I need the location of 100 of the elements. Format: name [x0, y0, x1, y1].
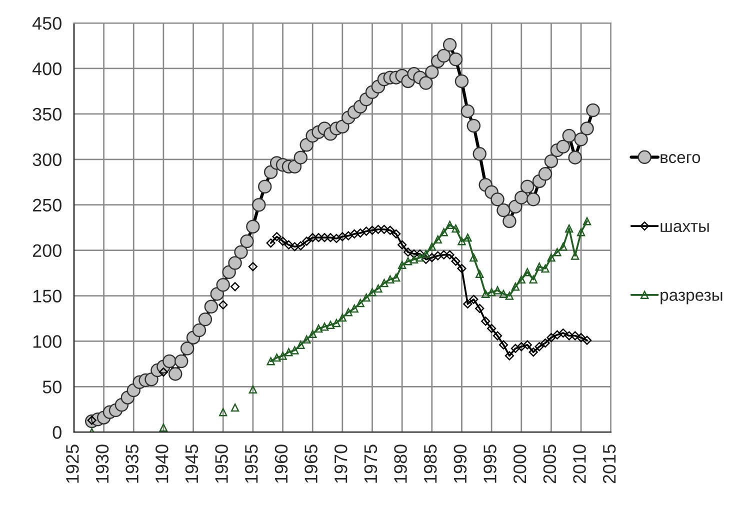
point — [302, 335, 311, 344]
point — [470, 253, 478, 262]
point — [446, 220, 454, 229]
x-tick-label: 1970 — [334, 444, 348, 483]
point — [427, 253, 436, 262]
point — [452, 224, 460, 233]
point — [356, 228, 365, 238]
point — [404, 257, 412, 266]
point — [559, 242, 568, 251]
point — [374, 224, 383, 234]
point — [523, 268, 532, 276]
point — [290, 242, 300, 252]
point — [386, 275, 394, 284]
x-tick-label: 1930 — [96, 444, 109, 483]
y-tick-label: 250 — [32, 198, 62, 212]
legend-label: разрезы — [660, 292, 722, 304]
point — [368, 226, 377, 235]
point — [457, 264, 466, 274]
point — [248, 262, 258, 272]
x-tick-label: 1995 — [484, 444, 496, 483]
point — [558, 328, 568, 338]
x-tick-label: 1965 — [304, 444, 318, 483]
point — [434, 235, 442, 244]
point — [362, 226, 371, 236]
y-tick-label: 100 — [33, 335, 62, 348]
point — [576, 228, 586, 236]
y-tick-label: 400 — [32, 62, 62, 76]
point — [570, 331, 580, 340]
point — [332, 318, 341, 328]
point — [535, 262, 544, 271]
point — [428, 242, 436, 251]
y-tick-label: 200 — [32, 244, 62, 258]
legend-label: шахты — [660, 222, 709, 232]
point — [362, 293, 370, 302]
point — [409, 249, 419, 258]
x-tick-label: 2015 — [602, 444, 616, 484]
point — [296, 340, 305, 349]
point — [492, 331, 502, 340]
point — [445, 250, 454, 260]
point — [564, 331, 574, 340]
point — [302, 236, 312, 246]
point — [380, 224, 389, 234]
point — [517, 275, 526, 284]
point — [522, 340, 532, 350]
point — [278, 352, 287, 360]
point — [422, 250, 430, 258]
point — [368, 288, 376, 296]
y-tick-label: 350 — [32, 108, 62, 121]
x-tick-label: 1990 — [454, 444, 467, 483]
x-tick-label: 1960 — [274, 444, 288, 483]
point — [565, 224, 574, 233]
point — [158, 368, 168, 377]
point — [576, 333, 586, 342]
point — [278, 236, 288, 246]
point — [326, 320, 335, 329]
point — [344, 231, 353, 240]
x-tick-label: 1945 — [185, 444, 198, 483]
y-tick-label: 0 — [52, 426, 62, 439]
point — [463, 299, 472, 308]
point — [440, 228, 448, 236]
point — [320, 233, 330, 242]
point — [553, 248, 562, 256]
point — [284, 240, 294, 250]
point — [159, 423, 168, 432]
point — [547, 253, 556, 262]
point — [499, 290, 508, 298]
point — [433, 251, 442, 260]
point — [403, 248, 413, 257]
point — [511, 282, 520, 291]
x-tick-label: 2000 — [513, 444, 526, 484]
point — [552, 330, 562, 340]
point — [516, 342, 526, 352]
point — [320, 322, 329, 331]
point — [528, 348, 538, 357]
point — [219, 408, 228, 416]
x-tick-label: 1940 — [156, 444, 168, 483]
point — [493, 286, 502, 294]
point — [487, 288, 496, 296]
point — [230, 282, 240, 292]
point — [510, 344, 520, 354]
point — [505, 292, 514, 300]
point — [386, 226, 395, 235]
x-tick-label: 1985 — [424, 444, 437, 483]
point — [380, 278, 388, 288]
x-tick-label: 2010 — [573, 444, 586, 484]
point — [296, 241, 306, 250]
point — [476, 270, 484, 278]
point — [338, 232, 347, 242]
point — [464, 233, 472, 242]
point — [392, 273, 400, 282]
y-tick-label: 450 — [32, 16, 62, 30]
point — [540, 338, 550, 348]
point — [541, 264, 550, 273]
point — [272, 232, 282, 242]
y-tick-label: 150 — [33, 290, 62, 302]
point — [314, 233, 324, 242]
point — [582, 336, 592, 345]
x-tick-label: 1980 — [394, 444, 407, 483]
point — [529, 275, 538, 284]
x-tick-label: 1975 — [364, 444, 378, 483]
